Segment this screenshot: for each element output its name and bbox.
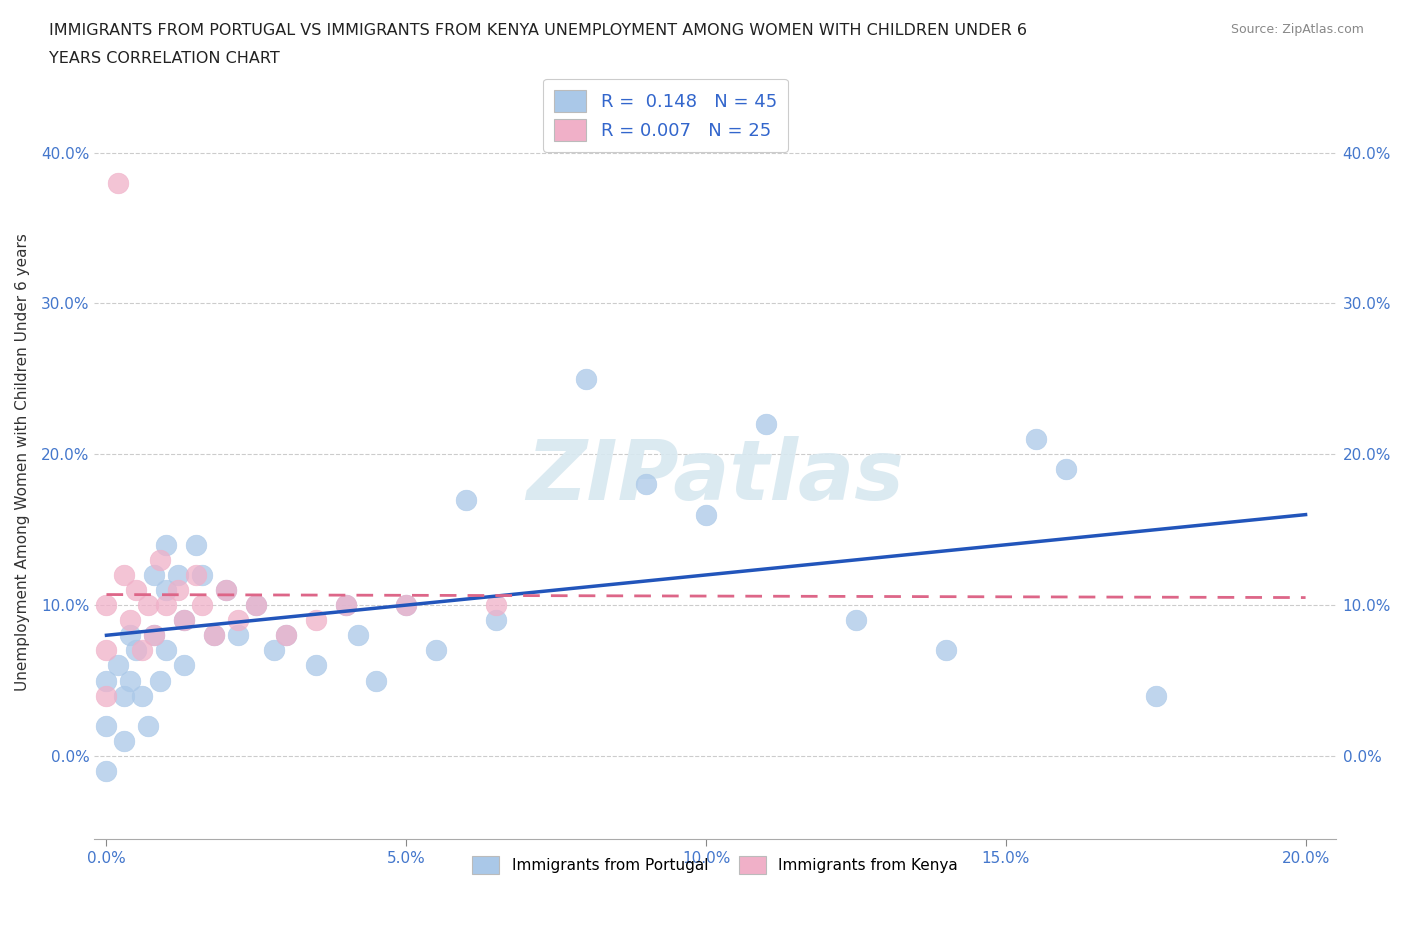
Point xyxy=(935,643,957,658)
Point xyxy=(695,507,717,522)
Point xyxy=(395,598,418,613)
Point xyxy=(96,643,118,658)
Point xyxy=(143,628,166,643)
Point xyxy=(114,734,136,749)
Point xyxy=(228,628,250,643)
Point xyxy=(845,613,868,628)
Point xyxy=(149,552,172,567)
Point xyxy=(215,582,238,597)
Point xyxy=(167,567,190,582)
Point xyxy=(173,613,195,628)
Point xyxy=(149,673,172,688)
Point xyxy=(1144,688,1167,703)
Point xyxy=(96,688,118,703)
Point xyxy=(125,643,148,658)
Point xyxy=(155,643,177,658)
Text: IMMIGRANTS FROM PORTUGAL VS IMMIGRANTS FROM KENYA UNEMPLOYMENT AMONG WOMEN WITH : IMMIGRANTS FROM PORTUGAL VS IMMIGRANTS F… xyxy=(49,23,1028,38)
Point xyxy=(120,628,142,643)
Point xyxy=(755,417,778,432)
Point xyxy=(347,628,370,643)
Point xyxy=(155,538,177,552)
Point xyxy=(335,598,357,613)
Point xyxy=(485,598,508,613)
Point xyxy=(276,628,298,643)
Point xyxy=(191,598,214,613)
Point xyxy=(114,567,136,582)
Point xyxy=(138,718,160,733)
Point xyxy=(173,658,195,673)
Y-axis label: Unemployment Among Women with Children Under 6 years: Unemployment Among Women with Children U… xyxy=(15,232,30,691)
Point xyxy=(131,688,153,703)
Point xyxy=(138,598,160,613)
Point xyxy=(425,643,447,658)
Point xyxy=(114,688,136,703)
Point xyxy=(245,598,267,613)
Point xyxy=(143,628,166,643)
Point xyxy=(366,673,388,688)
Point xyxy=(245,598,267,613)
Point xyxy=(96,673,118,688)
Point xyxy=(456,492,478,507)
Point xyxy=(276,628,298,643)
Point xyxy=(228,613,250,628)
Point xyxy=(305,613,328,628)
Point xyxy=(1054,462,1077,477)
Point xyxy=(335,598,357,613)
Point xyxy=(263,643,285,658)
Point xyxy=(107,176,129,191)
Point xyxy=(202,628,225,643)
Point xyxy=(575,371,598,386)
Point xyxy=(125,582,148,597)
Point xyxy=(96,764,118,778)
Point xyxy=(167,582,190,597)
Point xyxy=(186,538,208,552)
Legend: Immigrants from Portugal, Immigrants from Kenya: Immigrants from Portugal, Immigrants fro… xyxy=(465,849,965,881)
Point xyxy=(636,477,658,492)
Text: YEARS CORRELATION CHART: YEARS CORRELATION CHART xyxy=(49,51,280,66)
Point xyxy=(186,567,208,582)
Point xyxy=(202,628,225,643)
Point xyxy=(131,643,153,658)
Point xyxy=(173,613,195,628)
Point xyxy=(96,598,118,613)
Point xyxy=(191,567,214,582)
Point xyxy=(305,658,328,673)
Point xyxy=(395,598,418,613)
Point xyxy=(120,613,142,628)
Text: ZIPatlas: ZIPatlas xyxy=(526,436,904,517)
Point xyxy=(1025,432,1047,446)
Point xyxy=(120,673,142,688)
Point xyxy=(155,598,177,613)
Point xyxy=(143,567,166,582)
Point xyxy=(155,582,177,597)
Point xyxy=(215,582,238,597)
Point xyxy=(107,658,129,673)
Point xyxy=(96,718,118,733)
Text: Source: ZipAtlas.com: Source: ZipAtlas.com xyxy=(1230,23,1364,36)
Point xyxy=(485,613,508,628)
